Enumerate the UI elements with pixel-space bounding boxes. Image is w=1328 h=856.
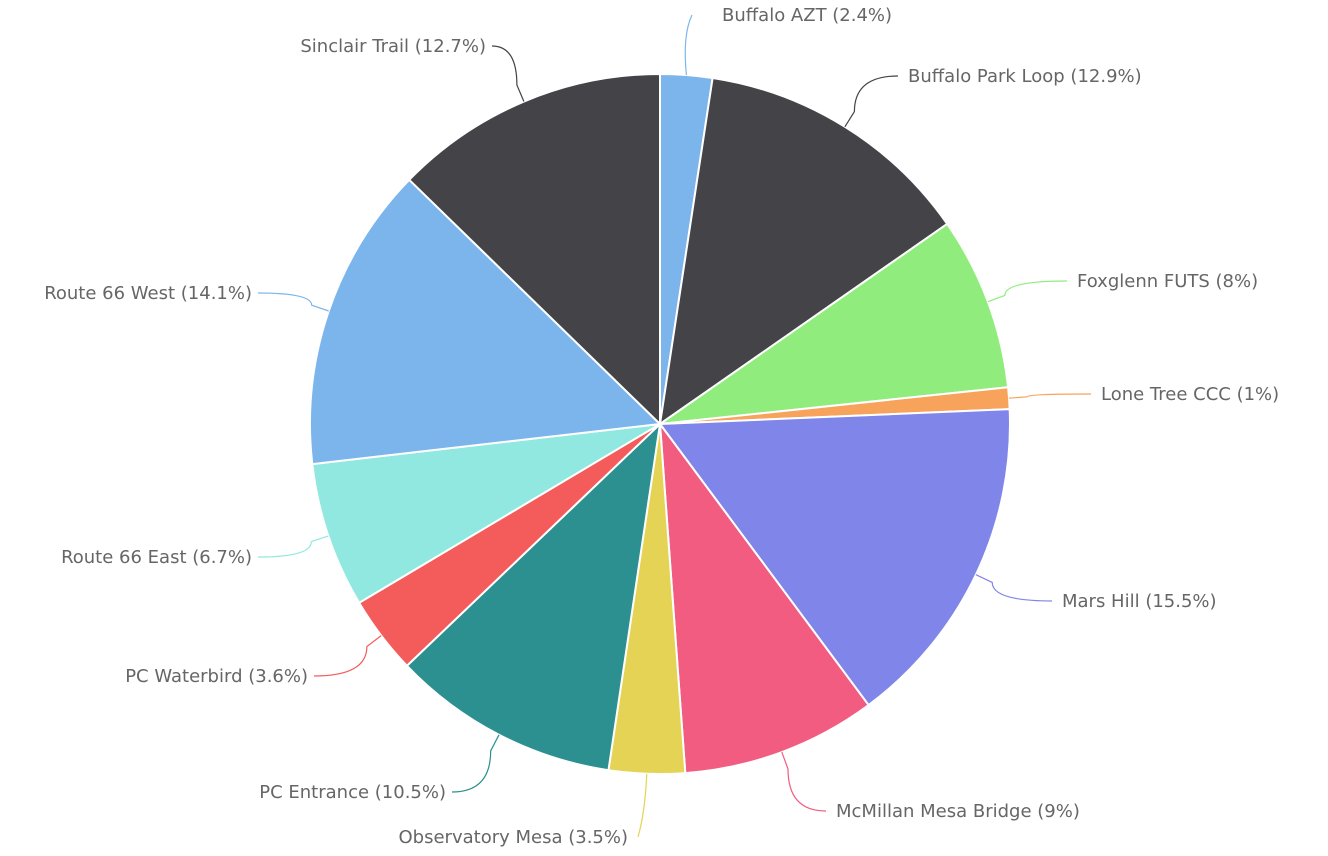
slices-layer (309, 73, 1011, 775)
data-label-7: PC Entrance (10.5%) (259, 782, 446, 803)
pie-slice-11[interactable] (408, 73, 661, 425)
data-label-4: Mars Hill (15.5%) (1062, 591, 1217, 612)
data-label-6: Observatory Mesa (3.5%) (399, 827, 628, 848)
data-label-11: Sinclair Trail (12.7%) (300, 36, 486, 57)
leader-line-6 (637, 773, 648, 838)
data-label-1: Buffalo Park Loop (12.9%) (908, 66, 1142, 87)
pie-slice-10[interactable] (309, 178, 661, 466)
leader-line-8 (313, 635, 382, 677)
leader-line-3 (1008, 393, 1092, 399)
data-label-0: Buffalo AZT (2.4%) (722, 5, 892, 26)
leader-line-7 (451, 734, 500, 793)
data-label-9: Route 66 East (6.7%) (61, 547, 252, 568)
leader-line-1 (844, 75, 899, 128)
pie-slice-7[interactable] (405, 423, 661, 772)
leader-line-0 (684, 14, 693, 76)
pie-slice-4[interactable] (659, 408, 1011, 707)
leader-line-5 (781, 751, 827, 812)
labels-layer: Buffalo AZT (2.4%) Buffalo Park Loop (12.… (44, 5, 1279, 848)
data-label-8: PC Waterbird (3.6%) (125, 666, 308, 687)
leader-line-10 (257, 292, 329, 312)
leader-lines-layer (257, 14, 1092, 838)
pie-slice-1[interactable] (659, 76, 949, 425)
pie-slice-5[interactable] (659, 423, 870, 775)
data-label-10: Route 66 West (14.1%) (44, 283, 252, 304)
data-label-2: Foxglenn FUTS (8%) (1077, 271, 1258, 292)
leader-line-11 (491, 45, 525, 102)
leader-line-4 (975, 574, 1053, 602)
leader-line-9 (257, 535, 329, 558)
data-label-3: Lone Tree CCC (1%) (1101, 384, 1279, 405)
data-label-5: McMillan Mesa Bridge (9%) (836, 801, 1080, 822)
leader-line-2 (987, 280, 1068, 303)
